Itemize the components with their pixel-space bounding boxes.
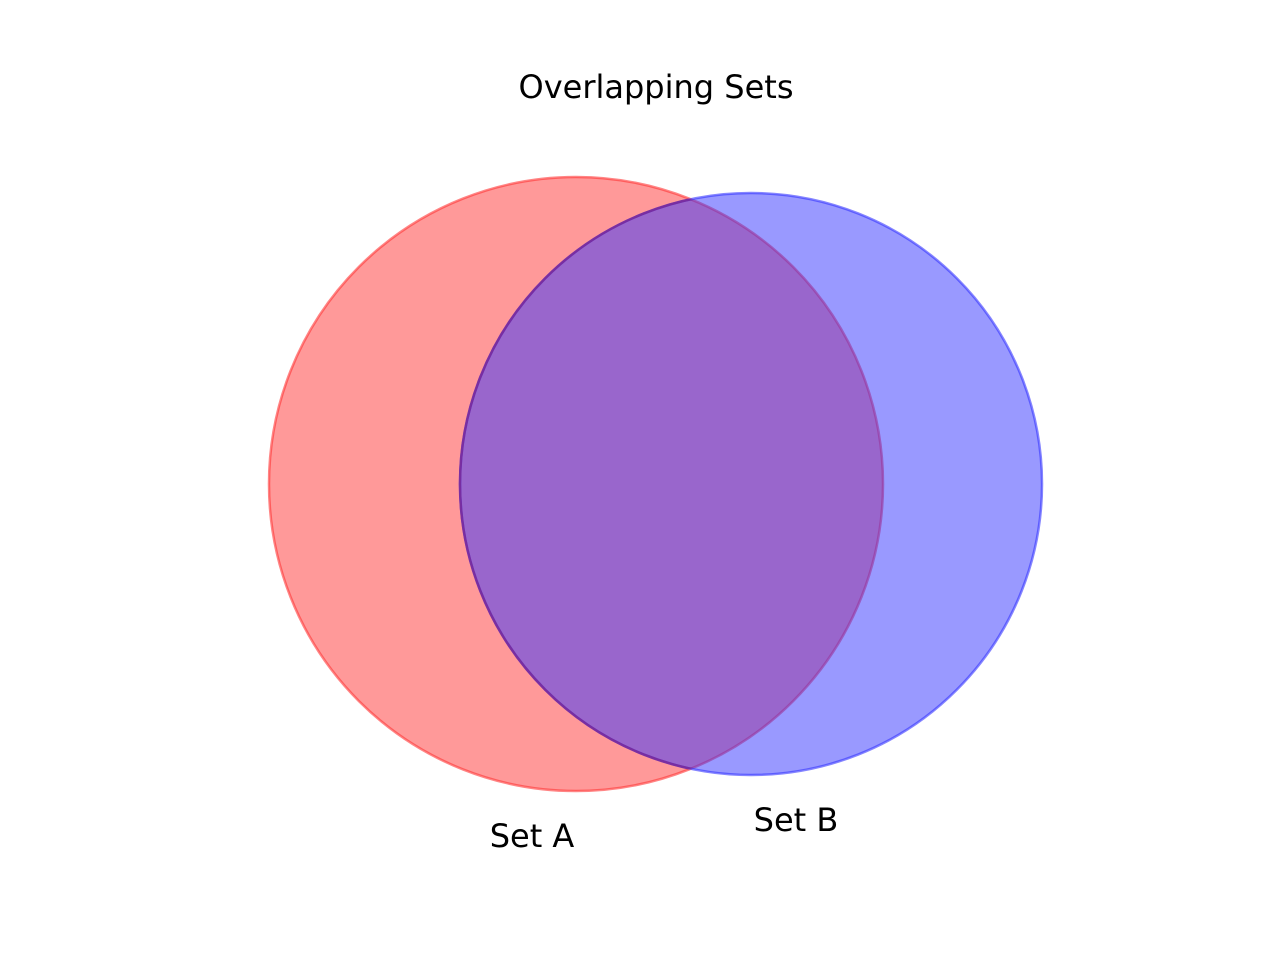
set-b-label: Set B <box>754 801 839 839</box>
set-a-label: Set A <box>490 817 575 855</box>
diagram-title: Overlapping Sets <box>519 68 794 106</box>
set-b-circle <box>458 191 1044 777</box>
